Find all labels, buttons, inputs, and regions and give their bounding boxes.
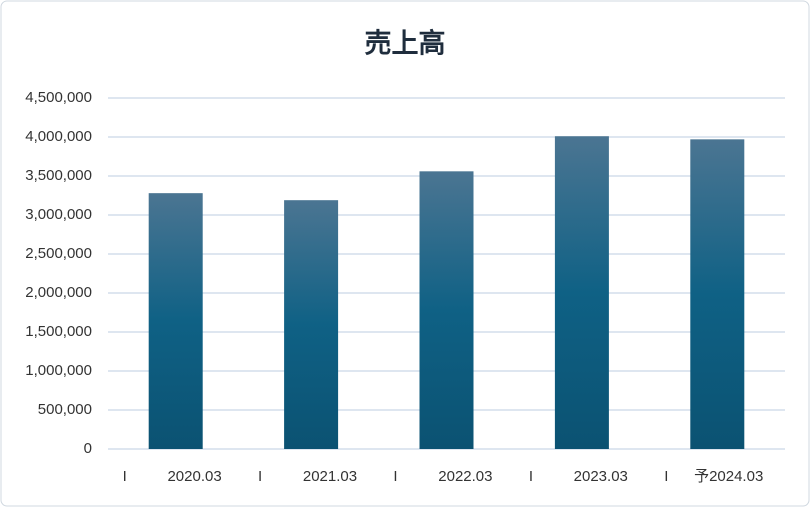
x-tick-prefix: I [258, 468, 262, 485]
x-tick-prefix: I [123, 468, 127, 485]
bar [554, 136, 609, 449]
y-tick-label: 500,000 [38, 401, 92, 418]
bar [148, 193, 203, 449]
y-tick-label: 4,000,000 [25, 128, 92, 145]
chart-title: 売上高 [365, 28, 446, 60]
y-tick-label: 4,500,000 [25, 89, 92, 106]
bar [419, 171, 474, 449]
x-tick-prefix: I [529, 468, 533, 485]
y-tick-label: 3,000,000 [25, 206, 92, 223]
bar [690, 139, 745, 449]
x-tick-label: 2023.03 [574, 468, 628, 485]
x-tick-prefix: I [664, 468, 668, 485]
x-tick-label: 2020.03 [167, 468, 221, 485]
y-tick-label: 3,500,000 [25, 167, 92, 184]
y-tick-label: 1,500,000 [25, 323, 92, 340]
x-tick-label: 2021.03 [303, 468, 357, 485]
y-tick-label: 2,500,000 [25, 245, 92, 262]
bar [284, 200, 339, 449]
y-tick-label: 2,000,000 [25, 284, 92, 301]
y-tick-label: 0 [84, 440, 92, 457]
x-tick-label: 予2024.03 [694, 468, 763, 485]
x-tick-label: 2022.03 [438, 468, 492, 485]
x-tick-prefix: I [393, 468, 397, 485]
y-tick-label: 1,000,000 [25, 362, 92, 379]
